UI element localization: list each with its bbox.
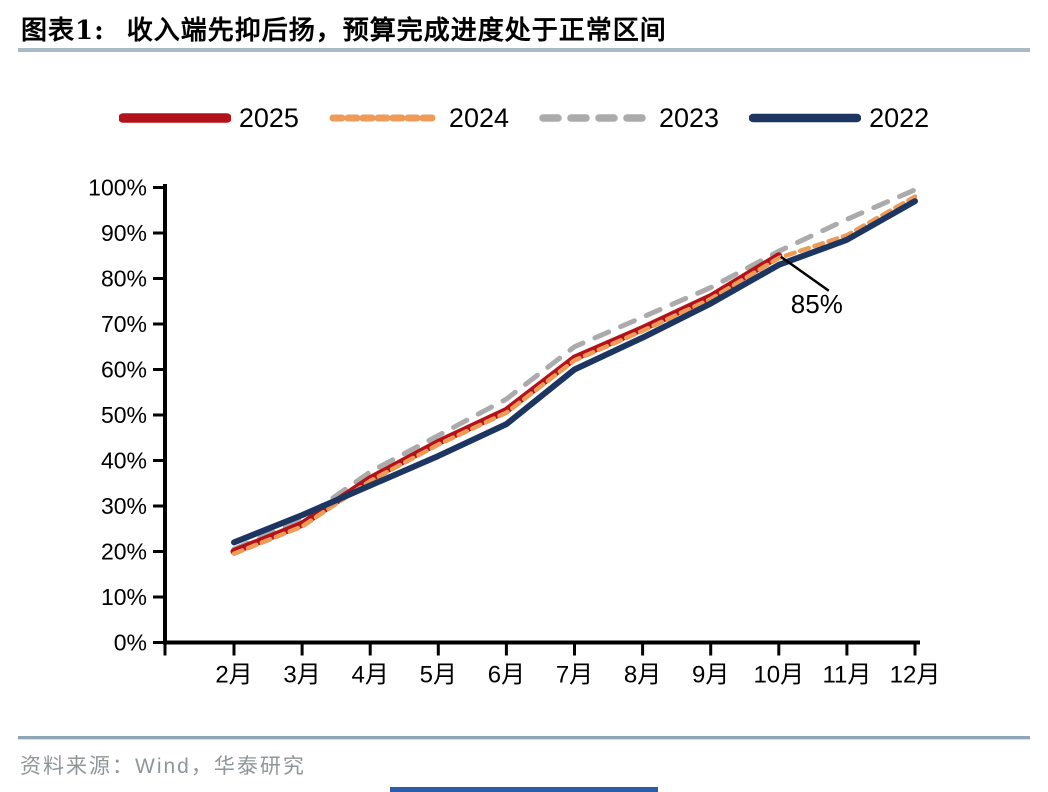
x-axis-tick-label: 10月 (753, 662, 804, 689)
series-line-2023 (231, 187, 918, 552)
x-axis-tick-label: 7月 (556, 662, 593, 689)
y-axis-tick-label: 100% (88, 175, 147, 201)
x-axis-tick-label: 3月 (283, 662, 320, 689)
x-axis-tick-label: 12月 (890, 662, 941, 689)
legend-label-2022: 2022 (869, 102, 930, 133)
y-axis-tick-label: 90% (101, 220, 147, 246)
annotation-leader-line (780, 255, 830, 292)
chart-number-label: 图表1: (21, 16, 105, 46)
page-title: 图表1: 收入端先抑后扬，预算完成进度处于正常区间 (21, 10, 1031, 47)
legend-swatch-2024 (329, 114, 441, 122)
y-axis-tick-label: 30% (101, 493, 147, 519)
y-axis-tick-label: 70% (101, 311, 147, 337)
x-axis-tick-label: 8月 (624, 662, 661, 689)
legend-item-2023: 2023 (539, 103, 719, 134)
x-axis-tick-label: 5月 (420, 662, 457, 689)
source-text: 资料来源：Wind，华泰研究 (20, 755, 306, 778)
y-axis-tick-label: 0% (114, 630, 147, 656)
legend-swatch-2023 (539, 114, 651, 122)
y-axis-tick-label: 50% (101, 402, 147, 428)
x-axis-tick-label: 9月 (692, 662, 729, 689)
x-axis-tick-label: 11月 (822, 662, 871, 689)
annotation-label: 85% (791, 289, 843, 319)
legend-label-2024: 2024 (448, 102, 509, 133)
legend-item-2025: 2025 (118, 102, 299, 134)
legend-item-2022: 2022 (749, 103, 929, 134)
x-axis-tick-label: 6月 (488, 662, 525, 689)
x-axis-tick-label: 4月 (352, 662, 389, 689)
y-axis-tick-label: 40% (101, 448, 147, 474)
bottom-accent-bar (390, 787, 658, 792)
legend-label-2023: 2023 (659, 102, 720, 133)
footer-divider (18, 736, 1030, 740)
y-axis-tick-label: 60% (101, 357, 147, 383)
chart-legend: 2025 2024 2023 2022 (0, 99, 1048, 137)
legend-swatch-2022 (749, 113, 862, 123)
y-axis-tick-label: 20% (101, 539, 147, 565)
x-axis-tick-label: 2月 (215, 662, 252, 689)
y-axis-tick-label: 80% (101, 266, 147, 292)
y-axis-tick-label: 10% (101, 584, 147, 610)
series-line-2022 (231, 198, 918, 546)
legend-swatch-2025 (118, 113, 231, 123)
title-divider (18, 48, 1030, 52)
legend-item-2024: 2024 (329, 103, 509, 134)
chart-title-text: 收入端先抑后扬，预算完成进度处于正常区间 (126, 16, 667, 46)
legend-label-2025: 2025 (238, 102, 299, 133)
